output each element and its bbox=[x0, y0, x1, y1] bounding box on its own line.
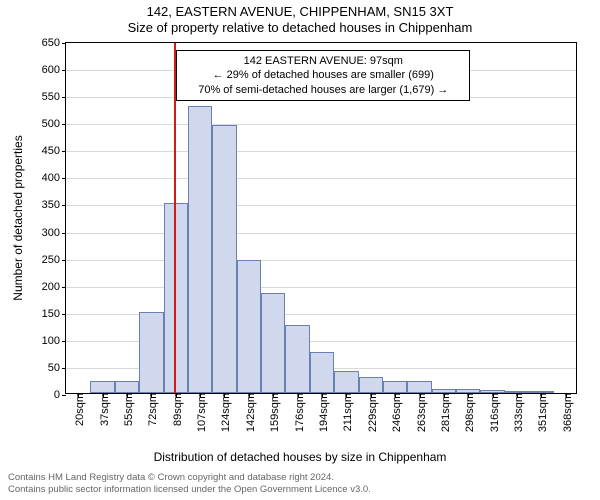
ytick-label: 50 bbox=[48, 362, 66, 374]
annotation-line-3: 70% of semi-detached houses are larger (… bbox=[183, 83, 463, 97]
xtick-label: 263sqm bbox=[412, 393, 428, 432]
titles: 142, EASTERN AVENUE, CHIPPENHAM, SN15 3X… bbox=[0, 4, 600, 37]
gridline bbox=[66, 233, 576, 234]
gridline bbox=[66, 178, 576, 179]
xtick-label: 124sqm bbox=[216, 393, 232, 432]
xtick-label: 142sqm bbox=[241, 393, 257, 432]
ytick-label: 300 bbox=[42, 227, 66, 239]
ytick-label: 450 bbox=[42, 145, 66, 157]
ytick-label: 350 bbox=[42, 199, 66, 211]
xtick-label: 281sqm bbox=[436, 393, 452, 432]
xtick-label: 107sqm bbox=[192, 393, 208, 432]
histogram-bar bbox=[90, 381, 114, 393]
histogram-bar bbox=[237, 260, 261, 393]
xtick-label: 72sqm bbox=[143, 393, 159, 426]
xtick-label: 333sqm bbox=[509, 393, 525, 432]
xtick-label: 246sqm bbox=[387, 393, 403, 432]
xtick-label: 229sqm bbox=[363, 393, 379, 432]
histogram-bar bbox=[285, 325, 309, 393]
xtick-label: 211sqm bbox=[338, 393, 354, 431]
xtick-label: 351sqm bbox=[533, 393, 549, 432]
ytick-label: 500 bbox=[42, 118, 66, 130]
gridline bbox=[66, 287, 576, 288]
xtick-label: 194sqm bbox=[314, 393, 330, 432]
xtick-label: 176sqm bbox=[290, 393, 306, 432]
ytick-label: 550 bbox=[42, 91, 66, 103]
histogram-bar bbox=[139, 312, 163, 393]
ytick-label: 0 bbox=[54, 389, 66, 401]
attribution-line2: Contains public sector information licen… bbox=[8, 484, 371, 496]
title-subtitle: Size of property relative to detached ho… bbox=[0, 20, 600, 36]
plot-area: 0501001502002503003504004505005506006502… bbox=[65, 42, 577, 394]
xtick-label: 37sqm bbox=[95, 393, 111, 426]
xtick-label: 89sqm bbox=[168, 393, 184, 426]
annotation-line-1: 142 EASTERN AVENUE: 97sqm bbox=[183, 54, 463, 68]
xtick-label: 159sqm bbox=[265, 393, 281, 432]
xtick-label: 20sqm bbox=[70, 393, 86, 426]
histogram-bar bbox=[383, 381, 407, 393]
title-address: 142, EASTERN AVENUE, CHIPPENHAM, SN15 3X… bbox=[0, 4, 600, 20]
attribution: Contains HM Land Registry data © Crown c… bbox=[8, 472, 371, 496]
ytick-label: 150 bbox=[42, 308, 66, 320]
ytick-label: 100 bbox=[42, 335, 66, 347]
histogram-bar bbox=[359, 377, 383, 393]
histogram-bar bbox=[115, 381, 139, 393]
ytick-label: 200 bbox=[42, 281, 66, 293]
attribution-line1: Contains HM Land Registry data © Crown c… bbox=[8, 472, 371, 484]
gridline bbox=[66, 124, 576, 125]
chart-container: 142, EASTERN AVENUE, CHIPPENHAM, SN15 3X… bbox=[0, 0, 600, 500]
xtick-label: 55sqm bbox=[119, 393, 135, 426]
ytick-label: 400 bbox=[42, 172, 66, 184]
gridline bbox=[66, 260, 576, 261]
y-axis-label: Number of detached properties bbox=[11, 135, 25, 300]
histogram-bar bbox=[407, 381, 431, 393]
x-axis-label: Distribution of detached houses by size … bbox=[0, 450, 600, 464]
ytick-label: 600 bbox=[42, 64, 66, 76]
histogram-bar bbox=[334, 371, 358, 393]
ytick-label: 650 bbox=[42, 37, 66, 49]
gridline bbox=[66, 151, 576, 152]
xtick-label: 368sqm bbox=[558, 393, 574, 432]
gridline bbox=[66, 205, 576, 206]
xtick-label: 298sqm bbox=[460, 393, 476, 432]
annotation-box: 142 EASTERN AVENUE: 97sqm← 29% of detach… bbox=[176, 50, 470, 101]
histogram-bar bbox=[310, 352, 334, 393]
histogram-bar bbox=[212, 125, 236, 393]
annotation-line-2: ← 29% of detached houses are smaller (69… bbox=[183, 68, 463, 82]
histogram-bar bbox=[188, 106, 212, 393]
xtick-label: 316sqm bbox=[485, 393, 501, 432]
ytick-label: 250 bbox=[42, 254, 66, 266]
histogram-bar bbox=[261, 293, 285, 393]
